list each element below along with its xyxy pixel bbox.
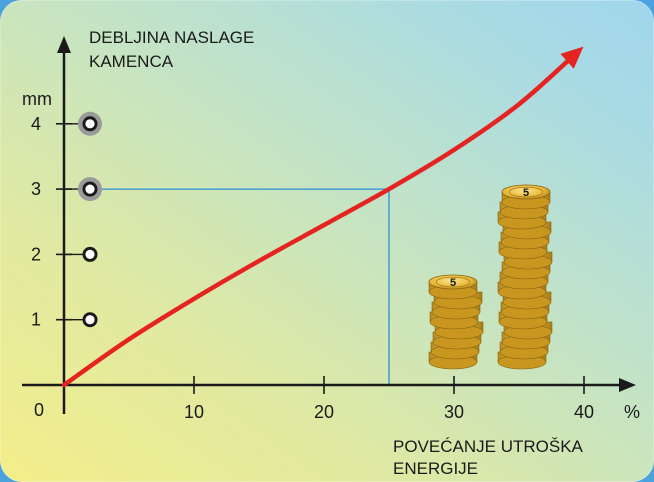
y-axis-title-line-2: KAMENCA [89,52,174,71]
marker-inner [85,184,95,194]
y-tick-label: 4 [31,114,41,134]
x-tick-label: 40 [574,402,594,422]
coin-label: 5 [523,187,529,199]
y-ticks: 1 2 3 4 [31,114,85,330]
x-axis-arrowhead [619,378,636,392]
y-axis-title-line-1: DEBLJINA NASLAGE [89,28,254,47]
origin-label: 0 [34,400,44,420]
x-axis-title-line-2: ENERGIJE [393,459,478,478]
y-tick-label: 2 [31,244,41,264]
guide-lines [90,188,390,385]
x-tick-label: 10 [184,402,204,422]
x-axis-unit: % [624,402,640,422]
x-ticks: 10 20 30 40 [184,376,594,422]
coin-stack-tall-icon: 5 [497,184,553,370]
series-curve-arrowhead [560,46,584,69]
marker-inner [85,249,95,259]
coin-top-ring [435,276,471,288]
coin-stack-short-icon: 5 [428,274,484,370]
coin-top-ring [508,186,544,198]
series-curve [61,49,580,388]
coin-label: 5 [450,277,456,289]
marker-inner [85,315,95,325]
x-tick-label: 30 [444,402,464,422]
marker-inner [85,119,95,129]
y-axis-unit: mm [22,89,52,109]
x-tick-label: 20 [314,402,334,422]
x-axis-title-line-1: POVEĆANJE UTROŠKA [393,437,584,456]
y-tick-label: 1 [31,310,41,330]
y-markers [78,111,102,328]
y-axis-arrowhead [57,36,71,53]
y-tick-label: 3 [31,179,41,199]
